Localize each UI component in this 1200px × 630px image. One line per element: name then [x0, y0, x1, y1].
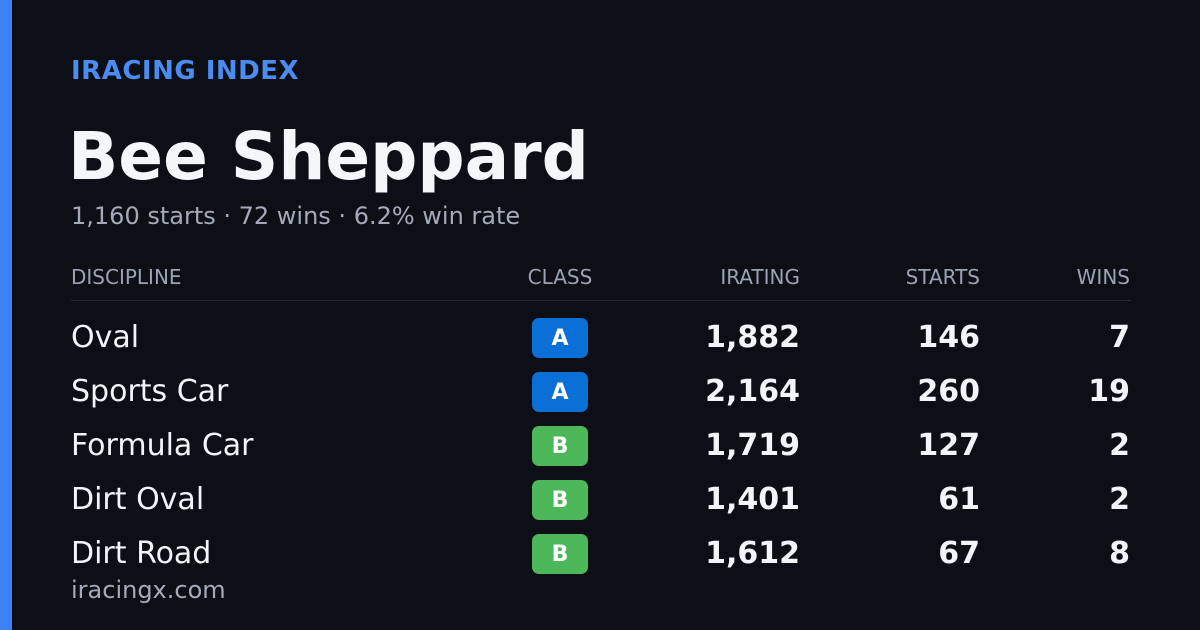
column-header: WINS — [1076, 265, 1130, 289]
starts: 61 — [938, 482, 980, 517]
column-header: DISCIPLINE — [71, 265, 182, 289]
discipline: Formula Car — [71, 428, 254, 463]
wins: 8 — [1109, 536, 1130, 571]
column-header: IRATING — [720, 265, 800, 289]
starts: 127 — [917, 428, 980, 463]
discipline: Dirt Road — [71, 536, 212, 571]
column-header: STARTS — [905, 265, 980, 289]
kicker: IRACING INDEX — [71, 56, 300, 86]
class-badge: B — [532, 534, 588, 574]
class-badge: A — [532, 318, 588, 358]
wins: 19 — [1088, 374, 1130, 409]
discipline: Sports Car — [71, 374, 229, 409]
discipline: Dirt Oval — [71, 482, 205, 517]
irating: 1,882 — [705, 320, 800, 355]
class-badge: B — [532, 426, 588, 466]
irating: 1,612 — [705, 536, 800, 571]
irating: 1,719 — [705, 428, 800, 463]
divider — [71, 300, 1131, 301]
irating: 2,164 — [705, 374, 800, 409]
wins: 2 — [1109, 428, 1130, 463]
class-badge: A — [532, 372, 588, 412]
wins: 7 — [1109, 320, 1130, 355]
starts: 67 — [938, 536, 980, 571]
summary: 1,160 starts · 72 wins · 6.2% win rate — [71, 202, 521, 230]
wins: 2 — [1109, 482, 1130, 517]
column-header: CLASS — [527, 265, 593, 289]
discipline: Oval — [71, 320, 140, 355]
accent-bar — [0, 0, 12, 630]
starts: 260 — [917, 374, 980, 409]
class-badge: B — [532, 480, 588, 520]
footer: iracingx.com — [71, 576, 226, 604]
driver-name: Bee Sheppard — [68, 118, 589, 195]
irating: 1,401 — [705, 482, 800, 517]
starts: 146 — [917, 320, 980, 355]
